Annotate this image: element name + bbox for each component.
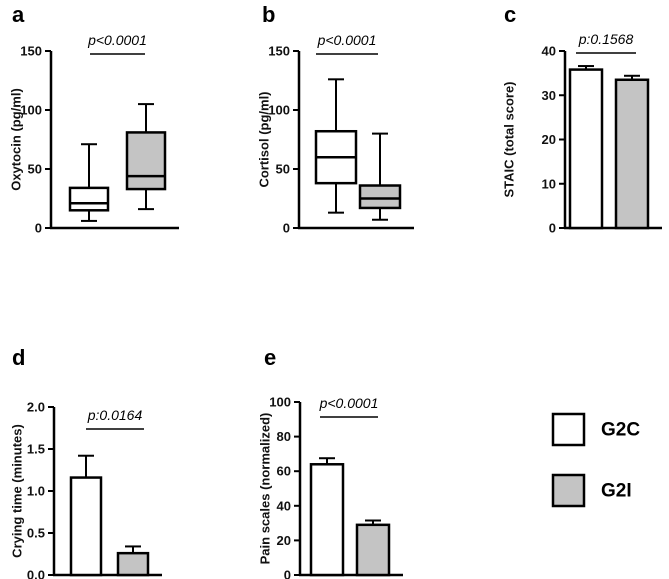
panel-letter: b [262, 2, 275, 27]
panel-c: c STAIC (total score) 0 10 20 30 40 p:0.1568 [502, 2, 662, 236]
y-axis-label: Cortisol (pg/ml) [257, 91, 272, 187]
y-tick-label: 2.0 [27, 400, 45, 415]
panel-d: d Crying time (minutes)0.0 0.5 1.0 1.5 2.0 p:0… [10, 345, 162, 579]
legend-swatch [551, 473, 586, 508]
y-tick-label: 0 [284, 568, 291, 579]
y-tick-label: 0 [283, 221, 290, 236]
legend-swatch [551, 412, 586, 447]
y-tick-label: 30 [542, 88, 556, 103]
y-tick-label: 80 [277, 429, 291, 444]
panel-letter: d [12, 345, 25, 370]
y-tick-label: 1.5 [27, 442, 45, 457]
box-G2I [125, 103, 167, 211]
p-value-annotation: p<0.0001 [87, 32, 147, 48]
bar [116, 551, 150, 577]
legend-label: G2C [601, 420, 640, 441]
y-tick-label: 100 [269, 395, 291, 410]
box-G2I [358, 132, 402, 221]
y-tick-label: 50 [276, 162, 290, 177]
bar [614, 78, 650, 230]
bar-G2C [568, 65, 604, 230]
legend-label: G2I [601, 481, 632, 502]
y-axis-label: STAIC (total score) [502, 81, 517, 197]
y-tick-label: 0.5 [27, 526, 45, 541]
y-tick-label: 20 [542, 132, 556, 147]
y-tick-label: 0 [35, 221, 42, 236]
bar [69, 476, 103, 577]
bar-G2C [309, 457, 345, 577]
panel-letter: e [264, 345, 276, 370]
y-tick-label: 40 [542, 44, 556, 59]
y-axis-label: Pain scales (normalized) [258, 413, 273, 565]
y-tick-label: 0 [549, 221, 556, 236]
legend: G2C G2I [551, 412, 640, 508]
panel-e: e Pain scales (normalized) 0 20 40 60 80 100 p<0… [258, 345, 403, 579]
p-value-annotation: p<0.0001 [317, 32, 377, 48]
box-iqr [68, 186, 110, 212]
panel-letter: a [12, 2, 25, 27]
y-axis-label: Oxytocin (pg/ml) [9, 88, 24, 191]
y-tick-label: 60 [277, 464, 291, 479]
box-iqr [358, 184, 402, 210]
bar [309, 463, 345, 577]
y-tick-label: 150 [20, 44, 42, 59]
bar-G2I [614, 74, 650, 230]
box-iqr [125, 131, 167, 191]
y-tick-label: 20 [277, 533, 291, 548]
p-value-annotation: p:0.0164 [87, 407, 143, 423]
legend-item-G2C: G2C [551, 412, 640, 447]
bar-G2I [355, 519, 391, 577]
y-tick-label: 1.0 [27, 484, 45, 499]
panel-a: a Oxytocin (pg/ml) 0 50 100 150 p<0.0001 [9, 2, 179, 236]
box-G2C [314, 78, 358, 214]
y-tick-label: 150 [268, 44, 290, 59]
y-tick-label: 40 [277, 498, 291, 513]
bar [568, 68, 604, 230]
panel-letter: c [504, 2, 516, 27]
y-tick-label: 0.0 [27, 568, 45, 579]
bar-G2C [69, 454, 103, 577]
box-G2C [68, 143, 110, 222]
panel-b: b Cortisol (pg/ml) 0 50 100 150 p<0.0001 [257, 2, 414, 236]
y-tick-label: 100 [268, 103, 290, 118]
p-value-annotation: p<0.0001 [319, 395, 379, 411]
legend-item-G2I: G2I [551, 473, 632, 508]
y-tick-label: 100 [20, 103, 42, 118]
bar-G2I [116, 545, 150, 577]
y-tick-label: 10 [542, 176, 556, 191]
p-value-annotation: p:0.1568 [578, 31, 634, 47]
y-axis-label: Crying time (minutes) [10, 424, 25, 558]
bar [355, 523, 391, 577]
y-tick-label: 50 [28, 162, 42, 177]
